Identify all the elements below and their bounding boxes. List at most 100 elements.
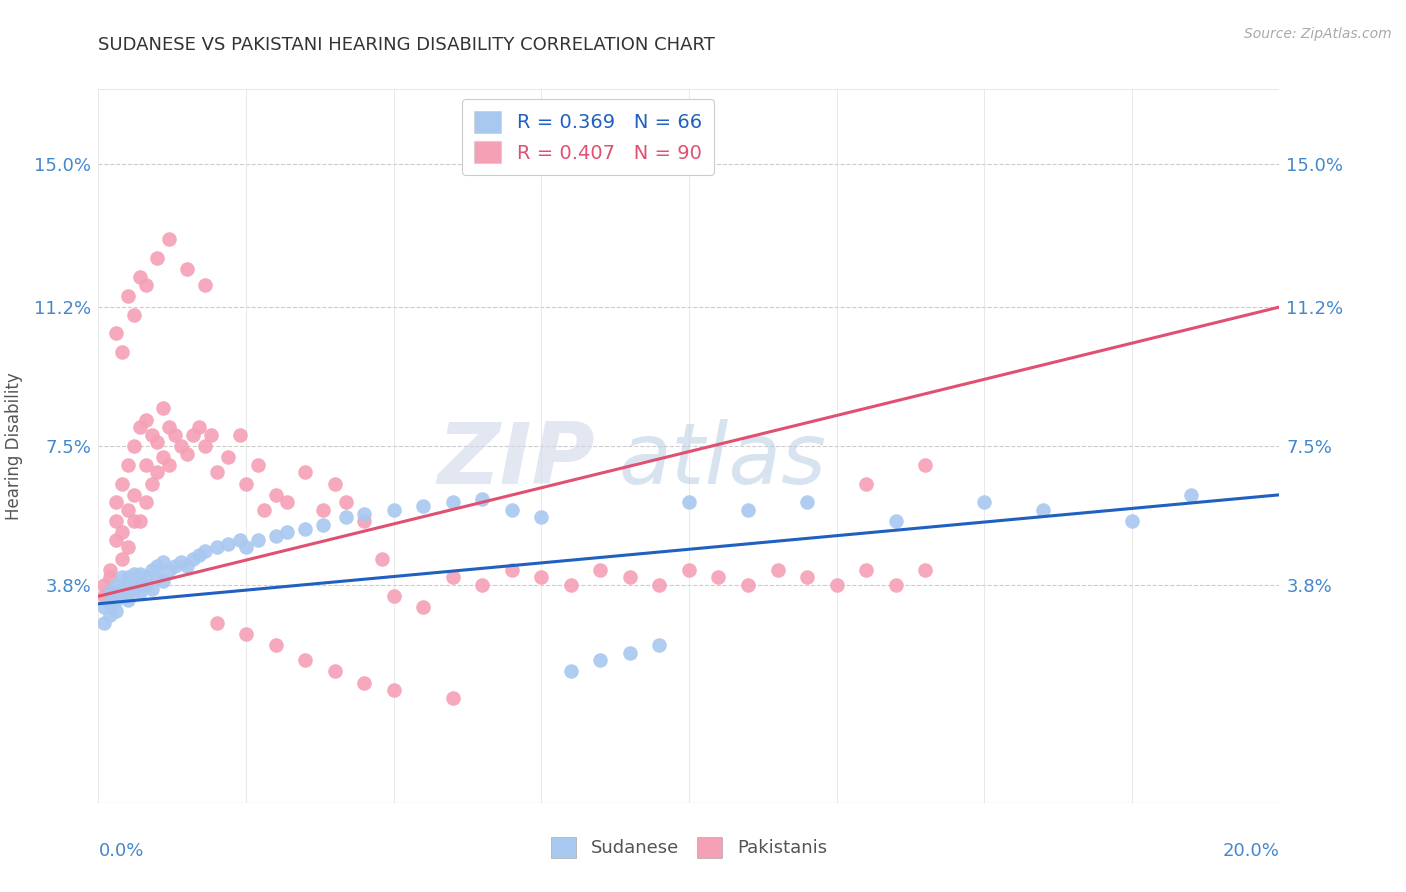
Point: [294, 465, 316, 479]
Point: [111, 570, 134, 584]
Point: [152, 401, 174, 416]
Point: [294, 653, 316, 667]
Text: 20.0%: 20.0%: [1223, 842, 1279, 860]
Point: [294, 522, 316, 536]
Point: [181, 427, 204, 442]
Text: atlas: atlas: [619, 418, 827, 502]
Point: [146, 559, 169, 574]
Point: [371, 551, 394, 566]
Point: [229, 533, 252, 547]
Point: [276, 495, 298, 509]
Point: [128, 585, 150, 599]
Point: [111, 525, 134, 540]
Point: [796, 570, 818, 584]
Point: [117, 541, 139, 555]
Point: [135, 458, 157, 472]
Point: [678, 495, 700, 509]
Text: SUDANESE VS PAKISTANI HEARING DISABILITY CORRELATION CHART: SUDANESE VS PAKISTANI HEARING DISABILITY…: [98, 36, 716, 54]
Point: [471, 578, 494, 592]
Point: [93, 615, 115, 630]
Point: [187, 420, 209, 434]
Point: [141, 563, 163, 577]
Point: [796, 495, 818, 509]
Point: [353, 514, 375, 528]
Point: [122, 308, 145, 322]
Point: [105, 495, 128, 509]
Point: [122, 566, 145, 581]
Point: [152, 450, 174, 465]
Point: [471, 491, 494, 506]
Point: [141, 427, 163, 442]
Point: [170, 556, 193, 570]
Point: [619, 646, 641, 660]
Text: Source: ZipAtlas.com: Source: ZipAtlas.com: [1244, 27, 1392, 41]
Point: [176, 446, 198, 460]
Point: [117, 593, 139, 607]
Y-axis label: Hearing Disability: Hearing Disability: [6, 372, 24, 520]
Point: [128, 578, 150, 592]
Point: [117, 585, 139, 599]
Point: [176, 559, 198, 574]
Point: [111, 345, 134, 359]
Point: [884, 578, 907, 592]
Point: [205, 541, 228, 555]
Point: [264, 529, 287, 543]
Point: [135, 578, 157, 592]
Point: [530, 510, 553, 524]
Point: [157, 420, 180, 434]
Point: [194, 277, 217, 292]
Point: [170, 439, 193, 453]
Point: [181, 551, 204, 566]
Point: [98, 607, 121, 622]
Point: [122, 574, 145, 589]
Point: [146, 251, 169, 265]
Point: [93, 589, 115, 603]
Point: [117, 503, 139, 517]
Point: [165, 427, 187, 442]
Point: [157, 563, 180, 577]
Point: [382, 589, 405, 603]
Point: [276, 525, 298, 540]
Text: 0.0%: 0.0%: [98, 842, 143, 860]
Point: [111, 476, 134, 491]
Point: [135, 413, 157, 427]
Point: [98, 597, 121, 611]
Point: [122, 582, 145, 596]
Point: [530, 570, 553, 584]
Point: [176, 262, 198, 277]
Point: [253, 503, 276, 517]
Point: [105, 593, 128, 607]
Point: [855, 476, 877, 491]
Point: [855, 563, 877, 577]
Point: [217, 536, 239, 550]
Point: [648, 578, 671, 592]
Point: [737, 578, 759, 592]
Point: [441, 495, 464, 509]
Point: [441, 690, 464, 705]
Point: [737, 503, 759, 517]
Point: [117, 458, 139, 472]
Point: [914, 563, 936, 577]
Point: [884, 514, 907, 528]
Point: [128, 420, 150, 434]
Point: [412, 499, 434, 513]
Point: [229, 427, 252, 442]
Point: [122, 514, 145, 528]
Point: [323, 665, 346, 679]
Point: [323, 476, 346, 491]
Point: [128, 270, 150, 285]
Point: [914, 458, 936, 472]
Point: [187, 548, 209, 562]
Point: [135, 277, 157, 292]
Point: [707, 570, 730, 584]
Point: [105, 585, 128, 599]
Point: [246, 533, 269, 547]
Point: [117, 578, 139, 592]
Point: [141, 476, 163, 491]
Point: [205, 465, 228, 479]
Point: [217, 450, 239, 465]
Point: [200, 427, 222, 442]
Point: [246, 458, 269, 472]
Point: [135, 495, 157, 509]
Point: [353, 507, 375, 521]
